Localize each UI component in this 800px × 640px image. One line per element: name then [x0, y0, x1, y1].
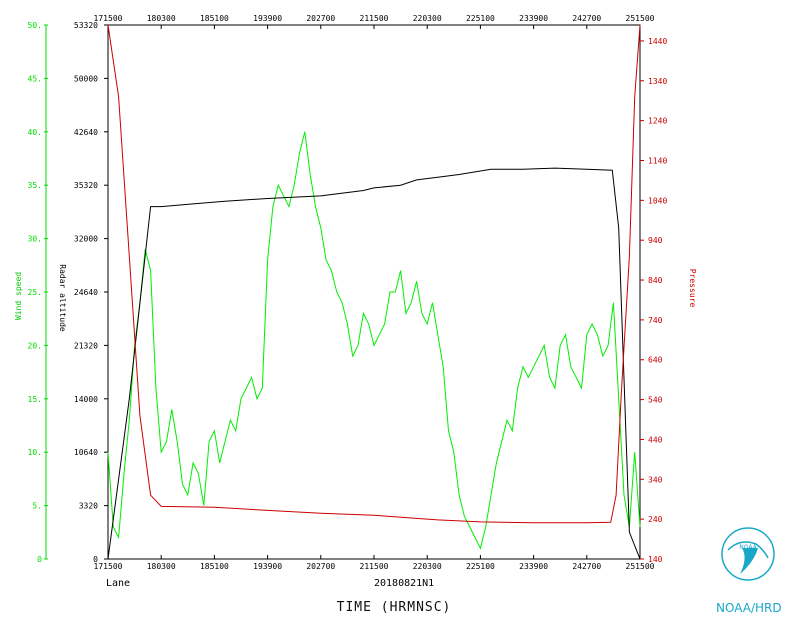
y-black-tick-label: 0	[93, 555, 98, 564]
noaa-logo-ring	[721, 527, 775, 581]
y-red-tick-label: 1240	[648, 117, 667, 126]
x-tick-label-top: 233900	[519, 14, 548, 23]
y-green-tick-label: 5.	[32, 502, 42, 511]
x-axis-label: TIME (HRMNSC)	[337, 600, 452, 615]
y-red-tick-label: 140	[648, 555, 663, 564]
x-tick-label-top: 225100	[466, 14, 495, 23]
x-tick-label-top: 220300	[413, 14, 442, 23]
x-tick-label-top: 185100	[200, 14, 229, 23]
y-black-tick-label: 24640	[74, 288, 98, 297]
y-green-tick-label: 30.	[28, 235, 42, 244]
x-tick-label-bottom: 202700	[306, 562, 335, 571]
noaa-hrd-caption: NOAA/HRD	[716, 601, 782, 615]
y-red-tick-label: 840	[648, 276, 663, 285]
y-green-tick-label: 15.	[28, 395, 42, 404]
x-tick-label-top: 171500	[94, 14, 123, 23]
y-black-tick-label: 32000	[74, 235, 98, 244]
x-tick-label-bottom: 185100	[200, 562, 229, 571]
y-green-tick-label: 20.	[28, 341, 42, 350]
y-green-tick-label: 10.	[28, 448, 42, 457]
noaa-logo: NOAA	[721, 527, 775, 581]
noaa-logo-bird	[740, 548, 758, 574]
y-red-tick-label: 1340	[648, 77, 667, 86]
series-wind-speed	[107, 131, 641, 550]
y-green-tick-label: 50.	[28, 21, 42, 30]
y-red-tick-label: 940	[648, 236, 663, 245]
x-tick-label-bottom: 225100	[466, 562, 495, 571]
label-layer: 171500 171500 180300 180300 185100 185100 1939…	[28, 14, 668, 571]
x-tick-label-top: 242700	[572, 14, 601, 23]
x-tick-label-top: 202700	[306, 14, 335, 23]
series-radar-altitude	[107, 167, 641, 560]
y-black-tick-label: 14000	[74, 395, 98, 404]
flight-id: 20180821N1	[374, 578, 434, 589]
x-tick-label-bottom: 233900	[519, 562, 548, 571]
y-green-tick-label: 40.	[28, 128, 42, 137]
y-red-tick-label: 1040	[648, 196, 667, 205]
x-tick-label-bottom: 193900	[253, 562, 282, 571]
y-red-tick-label: 440	[648, 435, 663, 444]
y-black-tick-label: 3320	[79, 502, 98, 511]
y-right-label: Pressure	[688, 269, 697, 308]
y-black-tick-label: 53320	[74, 21, 98, 30]
series-pressure	[107, 24, 641, 524]
x-tick-label-bottom: 220300	[413, 562, 442, 571]
noaa-logo-emblem-text: NOAA	[739, 544, 757, 551]
y-red-tick-label: 1440	[648, 37, 667, 46]
y-left-black-label: Radar altitude	[58, 264, 67, 332]
x-tick-label-bottom: 180300	[147, 562, 176, 571]
y-black-tick-label: 10640	[74, 448, 98, 457]
y-black-tick-label: 35320	[74, 181, 98, 190]
y-red-tick-label: 340	[648, 475, 663, 484]
plot-frame-group	[107, 24, 641, 560]
noaa-logo-wave	[727, 541, 769, 559]
x-tick-label-bottom: 251500	[626, 562, 655, 571]
y-green-tick-label: 0	[37, 555, 42, 564]
x-tick-label-bottom: 211500	[360, 562, 389, 571]
y-black-tick-label: 42640	[74, 128, 98, 137]
series-layer	[107, 24, 641, 560]
y-red-tick-label: 540	[648, 396, 663, 405]
y-black-tick-label: 50000	[74, 74, 98, 83]
storm-name: Lane	[106, 578, 130, 589]
y-red-tick-label: 640	[648, 356, 663, 365]
x-tick-label-top: 193900	[253, 14, 282, 23]
x-tick-label-bottom: 171500	[94, 562, 123, 571]
y-green-tick-label: 45.	[28, 74, 42, 83]
y-green-tick-label: 35.	[28, 181, 42, 190]
y-red-tick-label: 240	[648, 515, 663, 524]
y-black-tick-label: 21320	[74, 341, 98, 350]
plot-frame	[107, 24, 641, 560]
x-tick-label-top: 211500	[360, 14, 389, 23]
x-tick-label-top: 180300	[147, 14, 176, 23]
y-red-tick-label: 1140	[648, 156, 667, 165]
axis-ticks	[44, 24, 644, 560]
y-green-tick-label: 25.	[28, 288, 42, 297]
y-red-tick-label: 740	[648, 316, 663, 325]
x-tick-label-top: 251500	[626, 14, 655, 23]
y-left-green-label: Wind speed	[14, 272, 23, 320]
x-tick-label-bottom: 242700	[572, 562, 601, 571]
